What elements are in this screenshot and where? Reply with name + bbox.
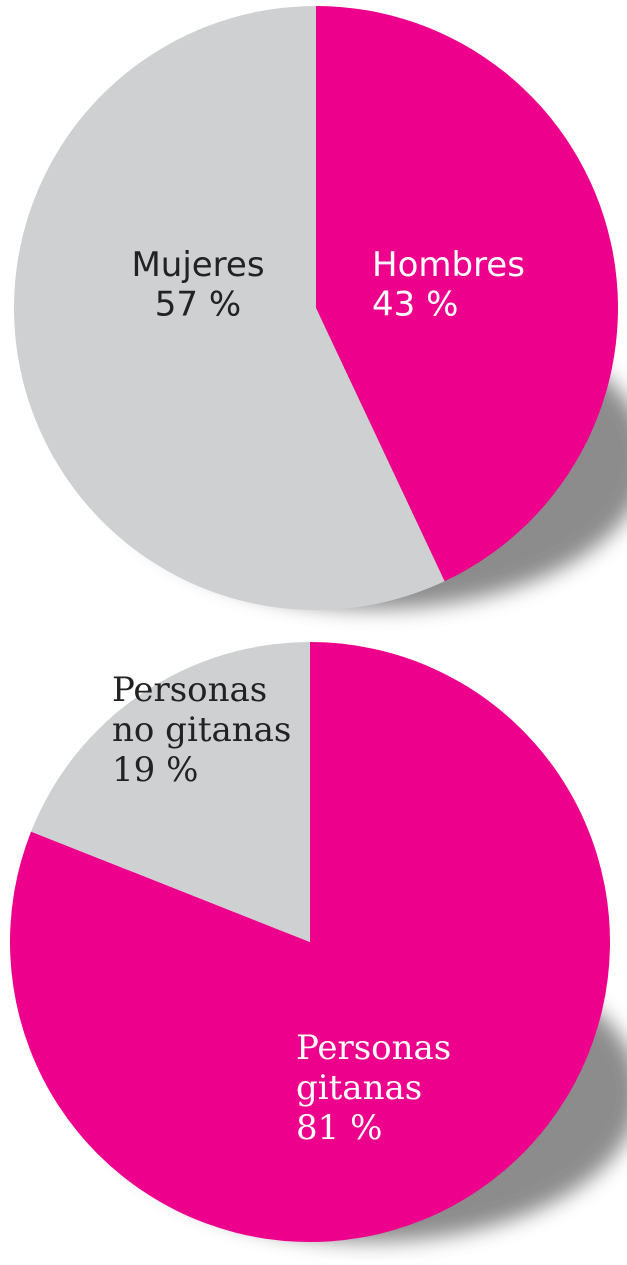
pie-slice: [31, 642, 311, 942]
slice-value-label: 19 %: [112, 750, 198, 790]
slice-label: Hombres: [372, 245, 525, 285]
slice-label: Personas gitanas: [296, 1028, 451, 1108]
slice-value-label: 57 %: [155, 285, 241, 325]
label-line: no gitanas: [112, 710, 291, 750]
slice-label: Personas no gitanas: [112, 670, 291, 750]
slice-value-label: 43 %: [372, 285, 458, 325]
pie-slice: [14, 6, 445, 610]
label-line: Personas: [296, 1028, 451, 1068]
pie-slice: [9, 642, 610, 1243]
slice-label: Mujeres: [131, 245, 264, 285]
label-line: gitanas: [296, 1068, 422, 1108]
pie-slice: [316, 6, 618, 582]
slice-value-label: 81 %: [296, 1108, 382, 1148]
label-line: Hombres: [372, 245, 525, 285]
label-line: Personas: [112, 670, 267, 710]
label-line: Mujeres: [131, 245, 264, 285]
